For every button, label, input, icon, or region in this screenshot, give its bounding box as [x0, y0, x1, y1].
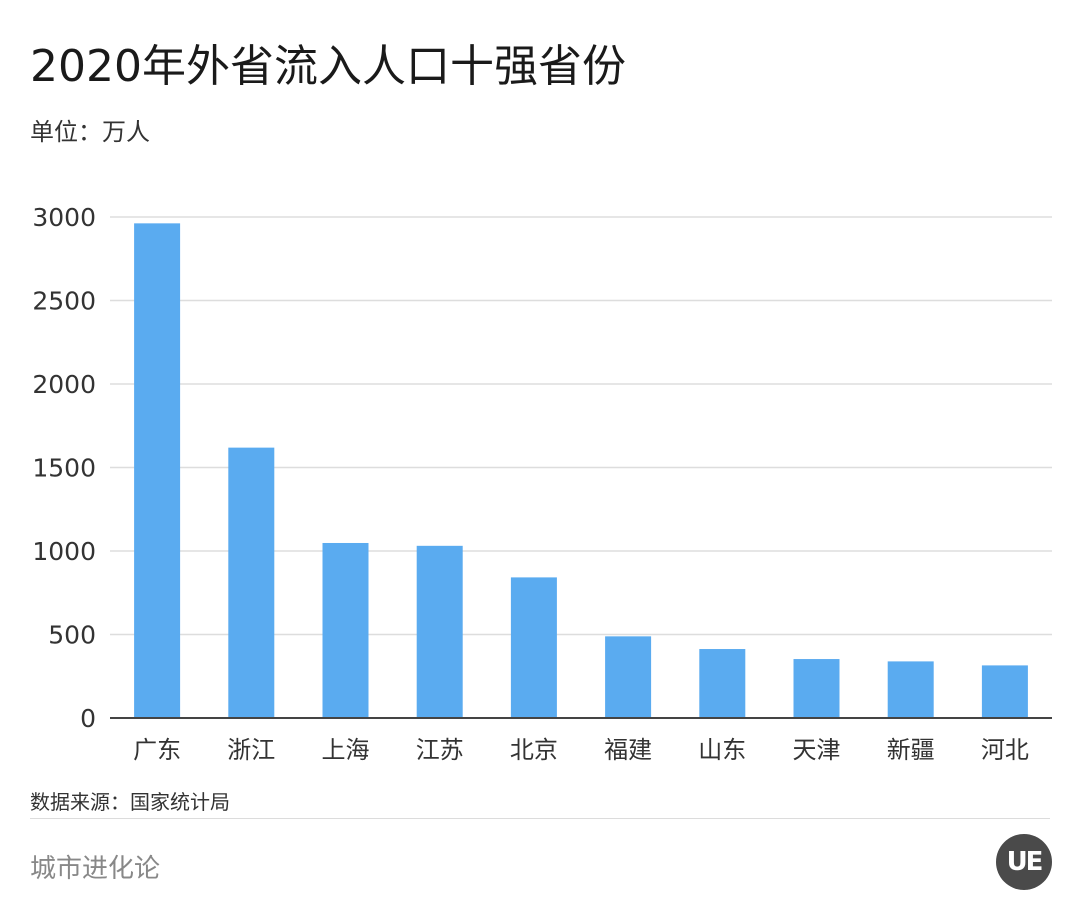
bar	[322, 542, 369, 718]
bar	[887, 661, 934, 718]
y-tick-label: 1000	[32, 537, 96, 566]
x-tick-label: 广东	[133, 736, 181, 764]
y-tick-label: 1500	[32, 454, 96, 483]
chart-title: 2020年外省流入人口十强省份	[30, 41, 626, 92]
bar	[228, 447, 275, 718]
brand-logo: UE	[996, 834, 1052, 890]
x-tick-label: 江苏	[416, 736, 464, 764]
y-tick-label: 500	[48, 621, 96, 650]
x-tick-label: 北京	[510, 736, 558, 764]
y-tick-label: 0	[80, 704, 96, 733]
y-tick-label: 2500	[32, 287, 96, 316]
x-tick-label: 山东	[698, 736, 746, 764]
unit-label: 单位：万人	[30, 118, 150, 146]
y-tick-label: 3000	[32, 203, 96, 232]
bar	[793, 659, 840, 718]
x-tick-label: 上海	[322, 736, 370, 764]
bar	[510, 577, 557, 718]
data-source: 数据来源：国家统计局	[30, 790, 230, 814]
x-tick-label: 新疆	[887, 736, 935, 764]
x-tick-label: 浙江	[227, 736, 275, 764]
x-tick-label: 河北	[981, 736, 1029, 764]
bar	[416, 545, 463, 718]
bar	[699, 649, 746, 718]
x-tick-label: 福建	[604, 736, 652, 764]
brand-name: 城市进化论	[30, 854, 161, 884]
bar	[981, 665, 1028, 718]
bar	[134, 223, 181, 718]
x-tick-label: 天津	[793, 736, 841, 764]
footer-divider	[30, 818, 1050, 819]
y-tick-label: 2000	[32, 370, 96, 399]
bar	[605, 636, 652, 718]
